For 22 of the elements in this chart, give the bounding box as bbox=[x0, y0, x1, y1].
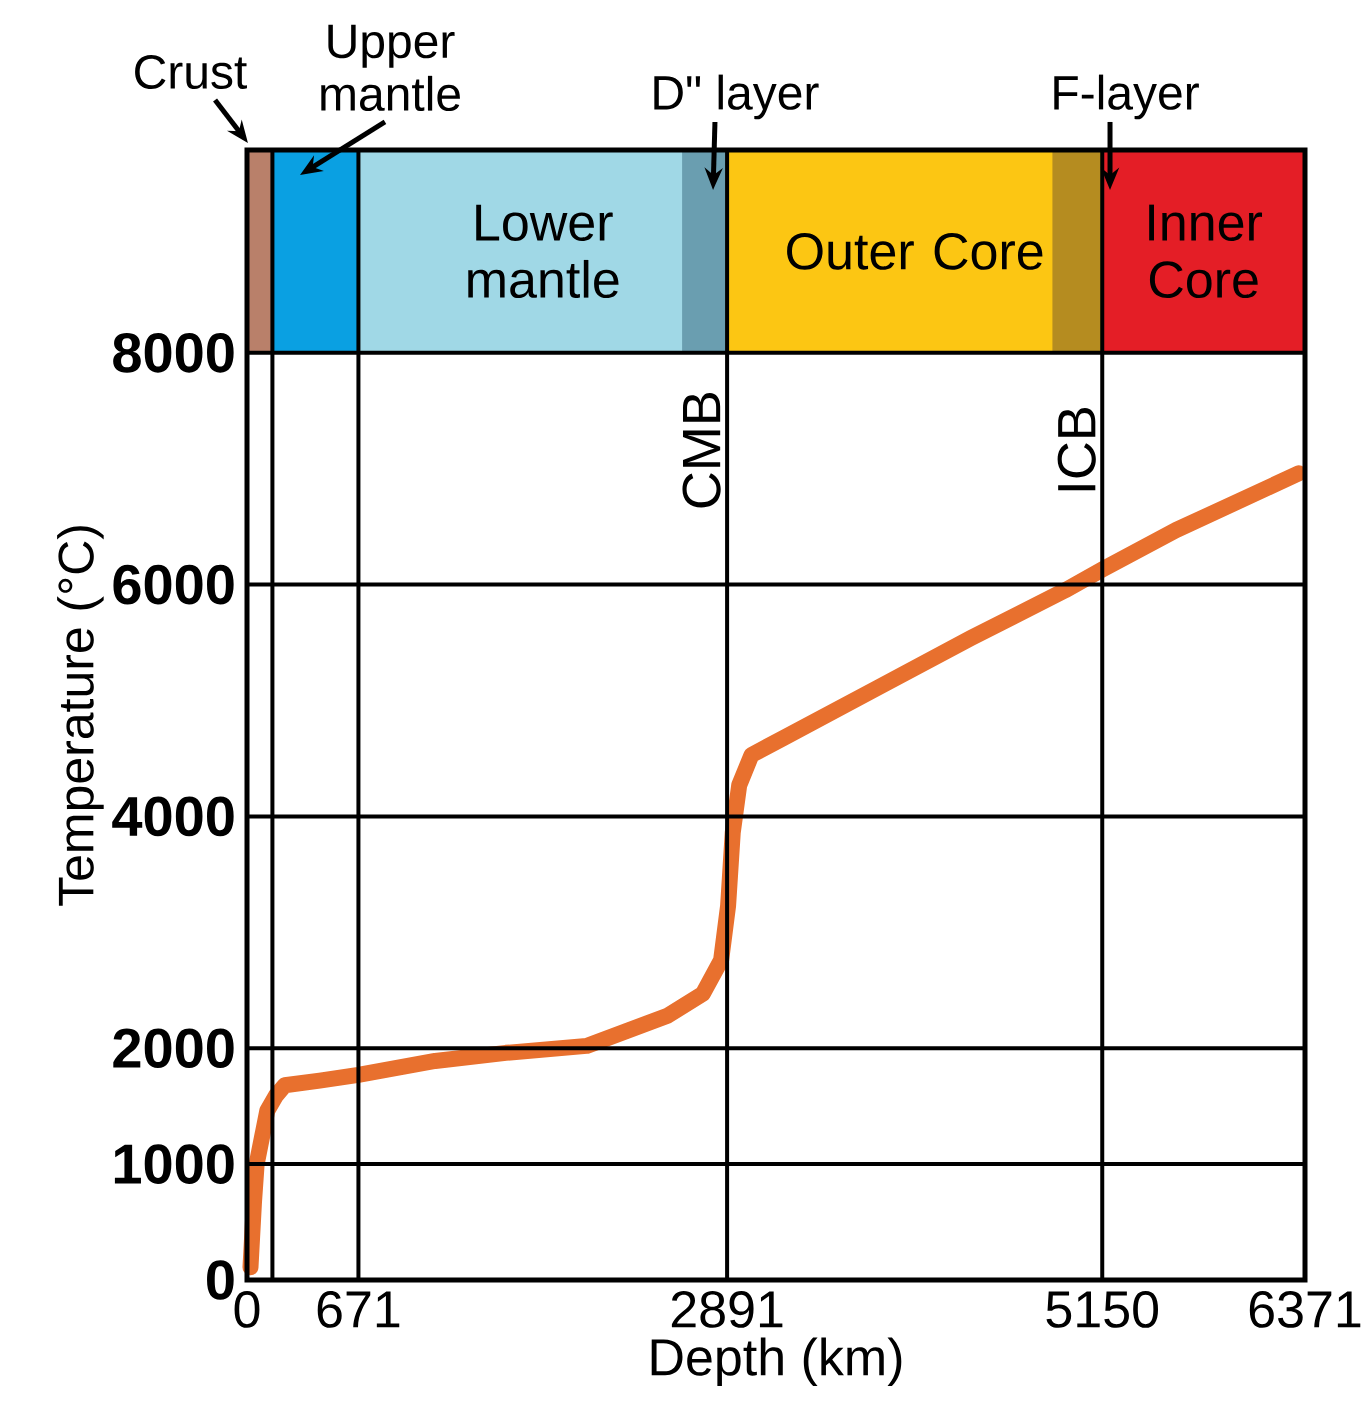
text: F-layer bbox=[1054, 74, 1199, 120]
y-tick-label: 6000 bbox=[113, 564, 234, 605]
text: D" layer bbox=[654, 74, 819, 120]
x-tick-label: 5150 bbox=[1046, 1291, 1159, 1328]
x-tick-label: 0 bbox=[234, 1291, 260, 1328]
band-label: Inner Core bbox=[1149, 204, 1263, 299]
text: Upper mantle bbox=[321, 24, 460, 112]
y-axis-title: Temperature (°C) bbox=[57, 526, 104, 906]
y-tick-label: 2000 bbox=[113, 1028, 234, 1069]
ref-line-label: CMB bbox=[682, 393, 721, 508]
band-label: Lower mantle bbox=[468, 204, 619, 299]
x-tick-label: 2891 bbox=[671, 1291, 783, 1328]
y-tick-label: 0 bbox=[207, 1260, 234, 1300]
x-axis-title: Depth (km) bbox=[651, 1337, 902, 1386]
x-tick-label: 6371 bbox=[1249, 1291, 1361, 1328]
ref-line-label: ICB bbox=[1057, 408, 1096, 491]
y-tick-label: 8000 bbox=[113, 332, 234, 373]
text: Crust bbox=[135, 55, 247, 89]
x-tick-label: 671 bbox=[317, 1291, 400, 1328]
y-tick-label: 4000 bbox=[112, 796, 234, 837]
band-label: Outer Core bbox=[787, 232, 1043, 270]
y-tick-label: 1000 bbox=[114, 1144, 234, 1184]
